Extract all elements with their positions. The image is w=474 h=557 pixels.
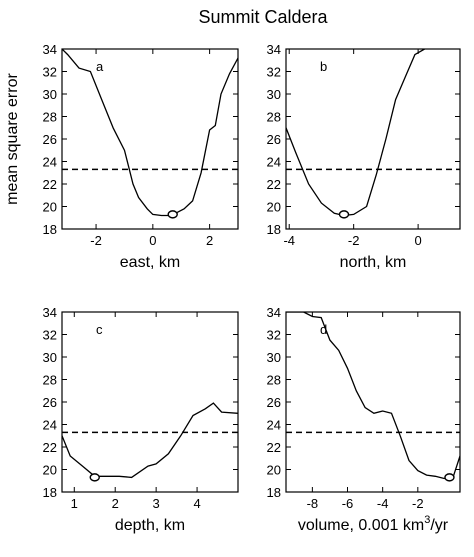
x-tick-label: 2	[112, 496, 119, 511]
x-axis-label-superscript: 3	[424, 514, 430, 526]
x-tick-label: 4	[193, 496, 200, 511]
x-tick-label: -4	[283, 233, 295, 248]
error-curve	[286, 312, 460, 480]
figure-title: Summit Caldera	[198, 7, 328, 27]
y-tick-label: 30	[267, 87, 281, 102]
y-tick-label: 22	[267, 440, 281, 455]
plot-frame	[61, 48, 239, 230]
error-curve	[286, 49, 425, 217]
x-axis-label-main: volume, 0.001 km	[298, 517, 424, 534]
y-tick-label: 24	[43, 418, 57, 433]
x-axis-label-main: depth, km	[115, 517, 185, 534]
x-tick-label: -2	[90, 233, 102, 248]
panel-volume: 18 20 22 24 26 28 30 32 34 -8 -6 -4 -2 volume, 0.001 …	[267, 305, 461, 534]
x-axis-label-main: east, km	[120, 254, 180, 271]
panel-east: 18 20 22 24 26 28 30 32 34 -2 0 2 east, km mean squar…	[4, 42, 239, 271]
y-tick-label: 30	[43, 87, 57, 102]
minimum-marker	[338, 210, 350, 219]
panel-letter: b	[320, 59, 327, 74]
y-tick-label: 26	[267, 132, 281, 147]
x-tick-label: 1	[71, 496, 78, 511]
plot-frame	[285, 48, 461, 230]
y-axis-label: mean square error	[4, 73, 21, 205]
y-tick-label: 28	[267, 373, 281, 388]
x-tick-label: 0	[414, 233, 421, 248]
y-tick-label: 22	[43, 440, 57, 455]
x-tick-label: -2	[412, 496, 424, 511]
panel-letter: a	[96, 59, 104, 74]
y-tick-label: 20	[43, 200, 57, 215]
y-tick-label: 18	[43, 485, 57, 500]
y-tick-label: 24	[267, 418, 281, 433]
y-tick-label: 30	[43, 350, 57, 365]
y-tick-label: 22	[267, 177, 281, 192]
y-tick-label: 34	[267, 305, 281, 320]
x-axis-label-suffix: /yr	[430, 517, 448, 534]
y-tick-label: 20	[267, 200, 281, 215]
y-tick-label: 20	[267, 463, 281, 478]
y-tick-label: 24	[267, 155, 281, 170]
y-tick-label: 28	[267, 110, 281, 125]
error-curve	[62, 49, 238, 217]
minimum-marker	[444, 473, 455, 482]
y-tick-label: 18	[267, 222, 281, 237]
panel-letter: c	[96, 322, 103, 337]
x-axis-label-main: north, km	[340, 254, 407, 271]
x-axis-label: depth, km	[115, 517, 185, 534]
y-tick-label: 28	[43, 110, 57, 125]
panel-letter: d	[320, 322, 327, 337]
minimum-marker	[89, 473, 100, 482]
y-tick-label: 32	[267, 65, 281, 80]
y-tick-label: 26	[43, 395, 57, 410]
x-axis-label: north, km	[340, 254, 407, 271]
y-tick-label: 32	[267, 328, 281, 343]
x-tick-label: -2	[348, 233, 360, 248]
y-tick-label: 22	[43, 177, 57, 192]
x-tick-label: 3	[153, 496, 160, 511]
y-tick-label: 18	[267, 485, 281, 500]
x-tick-label: -6	[342, 496, 354, 511]
y-tick-label: 26	[43, 132, 57, 147]
x-axis-label: east, km	[120, 254, 180, 271]
y-tick-label: 32	[43, 328, 57, 343]
y-tick-label: 34	[43, 305, 57, 320]
y-tick-label: 30	[267, 350, 281, 365]
x-tick-label: -4	[377, 496, 389, 511]
y-tick-label: 34	[267, 42, 281, 57]
y-tick-label: 26	[267, 395, 281, 410]
y-tick-label: 18	[43, 222, 57, 237]
minimum-marker	[167, 210, 178, 219]
y-tick-label: 24	[43, 155, 57, 170]
y-tick-label: 28	[43, 373, 57, 388]
x-tick-label: -8	[307, 496, 319, 511]
plot-frame	[285, 311, 461, 493]
y-tick-label: 34	[43, 42, 57, 57]
error-curve	[62, 402, 238, 479]
x-tick-label: 0	[149, 233, 156, 248]
x-tick-label: 2	[206, 233, 213, 248]
x-axis-label: volume, 0.001 km3/yr	[298, 514, 449, 534]
y-tick-label: 32	[43, 65, 57, 80]
panel-north: 18 20 22 24 26 28 30 32 34 -4 -2 0 north, km b	[267, 42, 461, 271]
y-tick-label: 20	[43, 463, 57, 478]
